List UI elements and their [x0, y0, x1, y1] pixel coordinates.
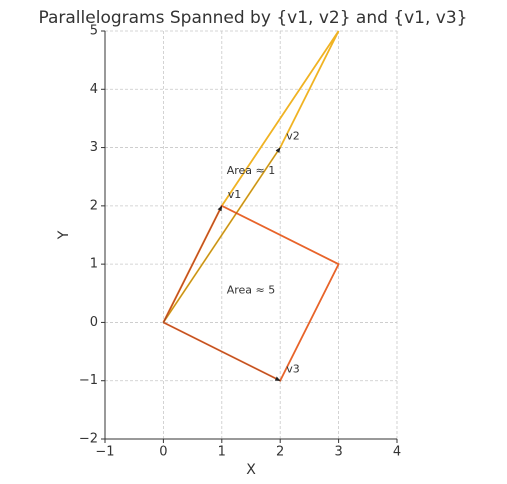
y-tick-label: 4 — [90, 82, 98, 97]
x-tick-label: 2 — [276, 445, 284, 460]
vector-arrow — [163, 147, 281, 323]
x-axis-label: X — [246, 462, 256, 478]
parallelogram — [162, 204, 340, 382]
vector-label: v3 — [286, 363, 300, 376]
x-tick-label: 1 — [218, 445, 226, 460]
y-tick-label: 3 — [90, 140, 98, 155]
chart-title: Parallelograms Spanned by {v1, v2} and {… — [39, 8, 468, 28]
vector-label: v1 — [228, 188, 242, 201]
vector-label: v2 — [286, 130, 300, 143]
y-tick-label: 0 — [90, 315, 98, 330]
x-tick-label: −1 — [95, 445, 114, 460]
vector-arrow — [163, 205, 223, 323]
y-tick-label: 2 — [90, 198, 98, 213]
x-tick-label: 3 — [334, 445, 342, 460]
y-tick-label: −2 — [79, 432, 98, 447]
y-tick-label: −1 — [79, 373, 98, 388]
annotation: Area ≈ 5 — [227, 283, 276, 296]
annotation: Area ≈ 1 — [227, 164, 276, 177]
x-tick-label: 4 — [393, 445, 401, 460]
y-axis-label: Y — [56, 230, 72, 240]
y-tick-label: 1 — [90, 257, 98, 272]
vector-arrow — [163, 322, 281, 382]
x-tick-label: 0 — [159, 445, 167, 460]
y-tick-label: 5 — [90, 24, 98, 39]
